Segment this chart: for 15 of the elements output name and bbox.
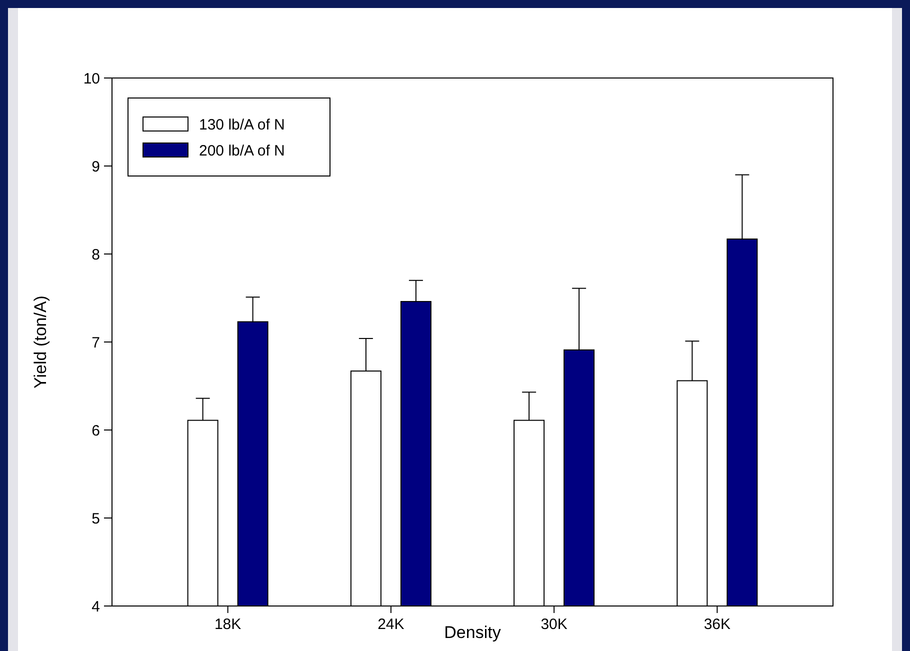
- y-tick-label: 9: [92, 158, 100, 176]
- y-tick-label: 10: [83, 70, 100, 88]
- x-tick-label: 18K: [214, 616, 242, 633]
- legend-label: 200 lb/A of N: [199, 142, 285, 160]
- y-axis-title: Yield (ton/A): [31, 296, 50, 388]
- x-axis-title: Density: [444, 622, 502, 642]
- y-tick-label: 5: [92, 510, 100, 528]
- y-tick-label: 4: [92, 598, 100, 616]
- x-tick-label: 30K: [540, 616, 568, 633]
- legend-label: 130 lb/A of N: [199, 116, 285, 134]
- x-tick-label: 24K: [378, 616, 404, 633]
- y-tick-label: 7: [92, 334, 100, 352]
- x-tick-label: 36K: [704, 616, 731, 633]
- y-tick-label: 8: [92, 246, 100, 264]
- y-tick-label: 6: [92, 422, 100, 440]
